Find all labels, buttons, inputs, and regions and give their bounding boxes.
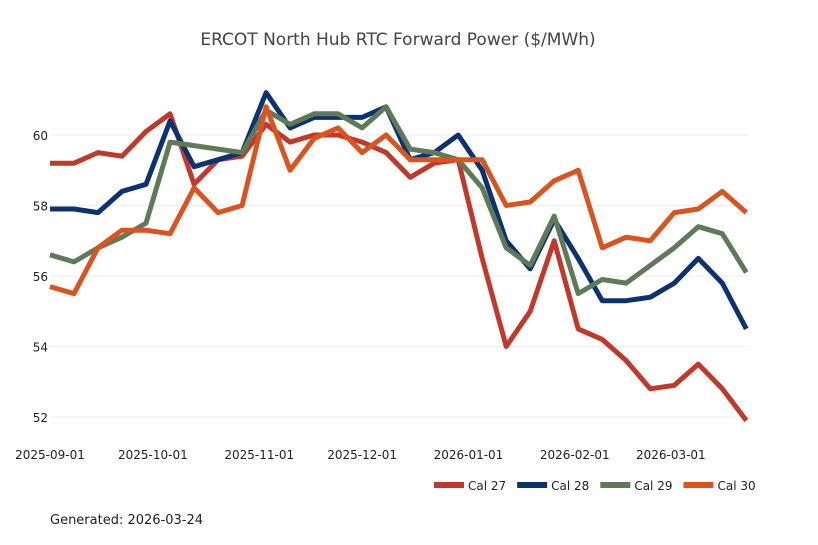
- chart-title: ERCOT North Hub RTC Forward Power ($/MWh…: [200, 30, 595, 50]
- legend-item: Cal 27: [434, 479, 506, 493]
- legend-label: Cal 27: [468, 479, 506, 493]
- y-tick-label: 60: [33, 129, 48, 143]
- legend-item: Cal 29: [600, 479, 672, 493]
- x-tick-label: 2026-01-01: [434, 448, 504, 462]
- y-tick-label: 52: [33, 411, 48, 425]
- x-tick-label: 2026-03-01: [636, 448, 706, 462]
- x-tick-label: 2025-10-01: [118, 448, 188, 462]
- series-line-cal-29: [49, 104, 749, 297]
- legend-label: Cal 29: [634, 479, 672, 493]
- legend-swatch: [517, 482, 548, 488]
- legend-swatch: [600, 482, 631, 488]
- y-tick-label: 58: [33, 200, 48, 214]
- x-tick-label: 2025-09-01: [15, 448, 85, 462]
- series-line-cal-28: [50, 90, 749, 331]
- series-line-cal-30: [49, 104, 748, 297]
- legend-swatch: [434, 482, 464, 488]
- legend-label: Cal 30: [717, 479, 755, 493]
- y-tick-label: 56: [33, 270, 48, 284]
- x-tick-label: 2025-11-01: [224, 448, 294, 462]
- x-tick-label: 2025-12-01: [327, 448, 397, 462]
- legend-label: Cal 28: [551, 479, 589, 493]
- series-line-cal-27: [50, 111, 749, 423]
- legend-item: Cal 28: [517, 479, 589, 493]
- x-tick-label: 2026-02-01: [540, 448, 610, 462]
- generated-note: Generated: 2026-03-24: [50, 513, 204, 528]
- legend-item: Cal 30: [683, 479, 756, 493]
- legend-swatch: [683, 482, 714, 488]
- y-tick-label: 54: [33, 341, 48, 355]
